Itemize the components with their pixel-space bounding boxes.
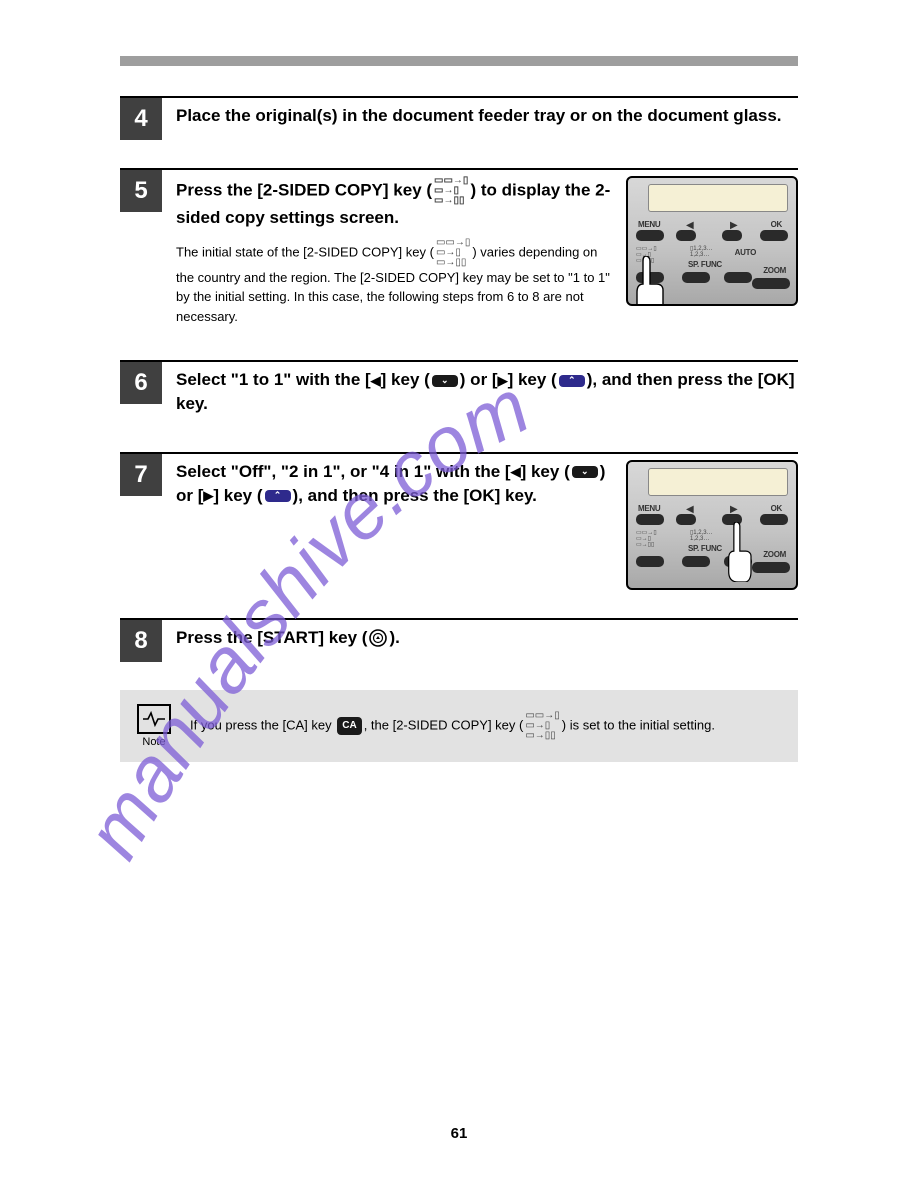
step-8: 8 Press the [START] key (). bbox=[120, 618, 798, 662]
duplex-icon: ▭▭→▯▭→▯▭→▯▯ bbox=[636, 530, 657, 548]
step-number: 5 bbox=[120, 170, 162, 212]
step-title-text: Select "1 to 1" with the [ bbox=[176, 370, 371, 389]
lcd-screen bbox=[648, 184, 788, 212]
control-panel-photo: MENU OK ◀ ▶ ▭▭→▯▭→▯▭→▯▯ ▯1,2,3…1,2,3… SP… bbox=[626, 460, 798, 590]
ok-label: OK bbox=[771, 220, 782, 229]
step-number: 8 bbox=[120, 620, 162, 662]
note-text-fragment: If you press the [CA] key bbox=[190, 717, 335, 732]
step-title-text: ), and then press the [OK] key. bbox=[293, 486, 537, 505]
step-title: Press the [2-SIDED COPY] key (▭▭→▯▭→▯▭→▯… bbox=[176, 176, 614, 230]
step-title-text: Press the [START] key ( bbox=[176, 628, 367, 647]
step-title-text: ) or [ bbox=[460, 370, 498, 389]
start-key-icon bbox=[369, 629, 387, 647]
panel-button bbox=[682, 556, 710, 567]
duplex-icon: ▭▭→▯▭→▯▭→▯▯ bbox=[434, 238, 472, 268]
panel-button bbox=[636, 230, 664, 241]
step-5: 5 Press the [2-SIDED COPY] key (▭▭→▯▭→▯▭… bbox=[120, 168, 798, 332]
zoom-label: ZOOM bbox=[763, 550, 786, 559]
duplex-icon: ▭▭→▯▭→▯▭→▯▯ bbox=[523, 711, 561, 741]
step-number: 7 bbox=[120, 454, 162, 496]
step-6: 6 Select "1 to 1" with the [◀] key (⌄) o… bbox=[120, 360, 798, 424]
right-triangle-icon: ▶ bbox=[498, 372, 508, 390]
step-title-text: ] key ( bbox=[381, 370, 430, 389]
nin1-icon: ▯1,2,3…1,2,3… bbox=[690, 246, 713, 258]
step-title-text: ] key ( bbox=[521, 462, 570, 481]
duplex-icon: ▭▭→▯▭→▯▭→▯▯ bbox=[432, 176, 470, 206]
finger-pointer-icon bbox=[724, 522, 754, 582]
note-text-fragment: ) is set to the initial setting. bbox=[562, 717, 715, 732]
panel-button bbox=[752, 562, 790, 573]
note-label: Note bbox=[132, 736, 176, 748]
panel-button bbox=[722, 230, 742, 241]
step-title-text: ] key ( bbox=[508, 370, 557, 389]
note-box: Note If you press the [CA] key CA, the [… bbox=[120, 690, 798, 762]
panel-button bbox=[760, 514, 788, 525]
up-pill-icon: ⌃ bbox=[559, 375, 585, 387]
down-pill-icon: ⌄ bbox=[572, 466, 598, 478]
panel-button bbox=[676, 514, 696, 525]
down-pill-icon: ⌄ bbox=[432, 375, 458, 387]
right-triangle-icon: ▶ bbox=[203, 487, 213, 505]
lcd-screen bbox=[648, 468, 788, 496]
manual-page: 4 Place the original(s) in the document … bbox=[0, 0, 918, 1188]
nin1-icon: ▯1,2,3…1,2,3… bbox=[690, 530, 713, 542]
note-text-fragment: , the [2-SIDED COPY] key ( bbox=[364, 717, 524, 732]
step-title: Press the [START] key (). bbox=[176, 626, 798, 650]
body-text: The initial state of the [2-SIDED COPY] … bbox=[176, 244, 434, 259]
left-triangle-icon: ◀ bbox=[371, 372, 381, 390]
step-title-text: Select "Off", "2 in 1", or "4 in 1" with… bbox=[176, 462, 511, 481]
step-title: Select "1 to 1" with the [◀] key (⌄) or … bbox=[176, 368, 798, 416]
step-4: 4 Place the original(s) in the document … bbox=[120, 96, 798, 140]
step-title: Select "Off", "2 in 1", or "4 in 1" with… bbox=[176, 460, 614, 508]
panel-button bbox=[724, 272, 752, 283]
header-bar bbox=[120, 56, 798, 66]
control-panel-photo: MENU OK ◀ ▶ ▭▭→▯▭→▯▭→▯▯ ▯1,2,3…1,2,3… AU… bbox=[626, 176, 798, 306]
spfunc-label: SP. FUNC bbox=[688, 260, 722, 269]
ok-label: OK bbox=[771, 504, 782, 513]
note-text: If you press the [CA] key CA, the [2-SID… bbox=[190, 711, 715, 741]
left-triangle-icon: ◀ bbox=[511, 463, 521, 481]
step-title-text: Press the [2-SIDED COPY] key ( bbox=[176, 180, 432, 199]
step-7: 7 Select "Off", "2 in 1", or "4 in 1" wi… bbox=[120, 452, 798, 590]
panel-button bbox=[676, 230, 696, 241]
step-number: 6 bbox=[120, 362, 162, 404]
panel-button bbox=[760, 230, 788, 241]
step-body-text: The initial state of the [2-SIDED COPY] … bbox=[176, 238, 614, 327]
page-number: 61 bbox=[0, 1125, 918, 1142]
zoom-label: ZOOM bbox=[763, 266, 786, 275]
panel-button bbox=[682, 272, 710, 283]
step-title-text: ). bbox=[389, 628, 399, 647]
menu-label: MENU bbox=[638, 220, 660, 229]
panel-button bbox=[636, 556, 664, 567]
step-title-text: ] key ( bbox=[213, 486, 262, 505]
step-title: Place the original(s) in the document fe… bbox=[176, 104, 798, 128]
note-icon: Note bbox=[132, 704, 176, 748]
panel-button bbox=[752, 278, 790, 289]
finger-pointer-icon bbox=[634, 256, 664, 306]
step-number: 4 bbox=[120, 98, 162, 140]
up-pill-icon: ⌃ bbox=[265, 490, 291, 502]
spfunc-label: SP. FUNC bbox=[688, 544, 722, 553]
panel-button bbox=[636, 514, 664, 525]
auto-label: AUTO bbox=[735, 248, 756, 257]
menu-label: MENU bbox=[638, 504, 660, 513]
ca-badge-icon: CA bbox=[337, 717, 361, 735]
